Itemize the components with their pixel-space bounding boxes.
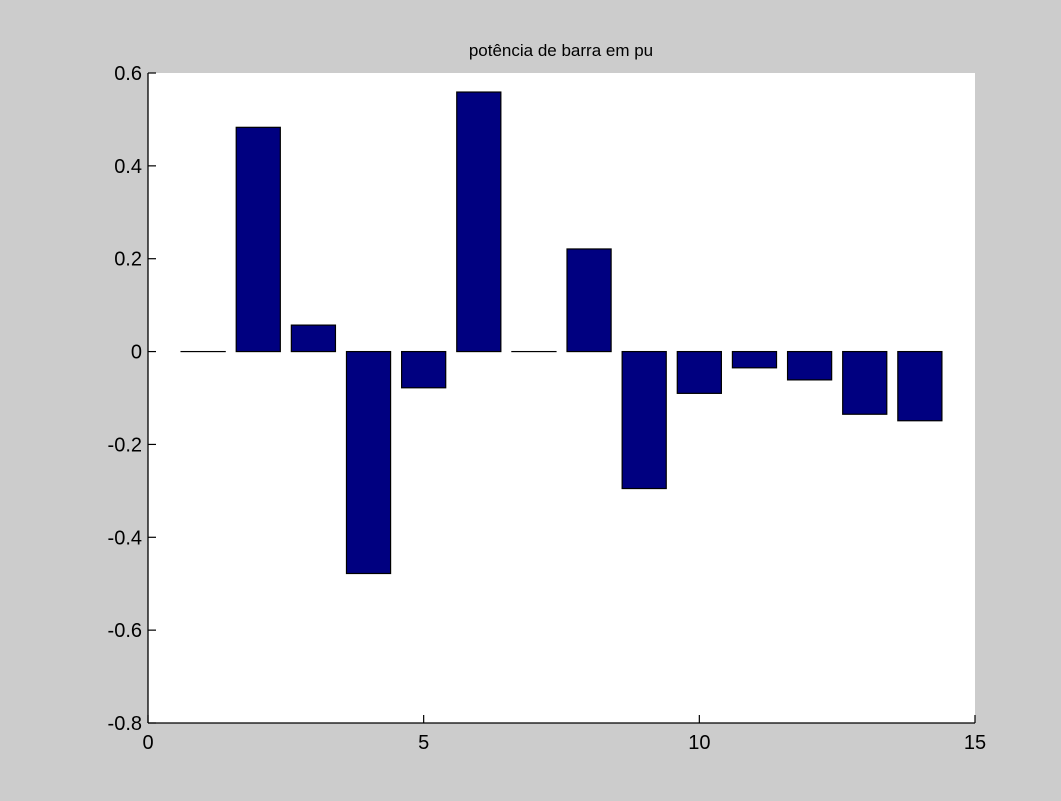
bar-4 [345, 350, 392, 575]
bar-14 [897, 350, 943, 422]
bar-6 [456, 91, 502, 353]
bar-12 [786, 350, 833, 381]
y-tick-label: -0.6 [108, 620, 142, 642]
axis-ticks: -0.8 -0.6 -0.4 -0.2 0 0.2 0.4 0.6 0 5 10 15 [108, 63, 987, 754]
bar-8 [566, 248, 612, 353]
chart-title: potência de barra em pu [469, 41, 653, 60]
y-tick-label: -0.2 [108, 434, 142, 456]
x-tick-label: 10 [688, 732, 710, 754]
axes-frame [147, 73, 975, 724]
bar-3 [290, 324, 337, 353]
y-tick-label: 0.6 [114, 63, 142, 85]
x-tick-label: 15 [964, 732, 986, 754]
y-tick-label: -0.4 [108, 527, 142, 549]
bar-13 [842, 350, 888, 415]
y-tick-label: 0.2 [114, 249, 142, 271]
y-tick-label: 0 [131, 342, 142, 364]
bar-10 [676, 350, 722, 394]
bar-2 [235, 126, 281, 353]
x-tick-label: 5 [418, 732, 429, 754]
bar-9 [621, 350, 667, 490]
bar-5 [401, 350, 447, 389]
y-tick-label: 0.4 [114, 156, 142, 178]
y-tick-label: -0.8 [108, 713, 142, 735]
bar-series [180, 91, 943, 575]
x-tick-label: 0 [142, 732, 153, 754]
bar-11 [731, 350, 778, 369]
axes-background [148, 73, 975, 723]
